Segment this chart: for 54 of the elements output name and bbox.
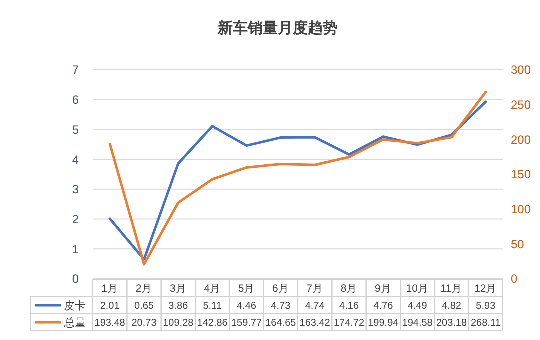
x-tick-label: 4月 — [204, 283, 222, 296]
data-label: 20.73 — [132, 318, 158, 329]
data-label: 164.65 — [266, 318, 297, 329]
data-label: 4.16 — [340, 301, 360, 312]
y2-tick-label: 250 — [511, 98, 532, 112]
data-label: 4.76 — [374, 301, 394, 312]
data-label: 193.48 — [94, 318, 126, 329]
y-tick-label: 2 — [72, 212, 80, 226]
y2-tick-label: 50 — [511, 237, 525, 252]
chart-title: 新车销量月度趋势 — [217, 19, 338, 37]
x-tick-label: 6月 — [272, 283, 290, 296]
data-label: 4.49 — [408, 301, 428, 312]
data-label: 2.01 — [100, 301, 120, 312]
x-tick-label: 10月 — [406, 283, 429, 296]
legend-label: 总量 — [63, 316, 86, 330]
data-label: 203.18 — [436, 318, 468, 329]
data-label: 268.11 — [470, 318, 502, 329]
data-label: 4.73 — [271, 301, 292, 312]
x-tick-label: 1月 — [102, 283, 119, 296]
data-label: 163.42 — [300, 318, 331, 329]
x-tick-label: 7月 — [306, 283, 324, 296]
y2-tick-label: 0 — [511, 272, 518, 286]
y-tick-label: 1 — [72, 242, 80, 256]
data-label: 159.77 — [231, 318, 262, 329]
y-tick-label: 7 — [72, 63, 80, 78]
x-tick-label: 2月 — [136, 283, 153, 296]
y2-tick-label: 200 — [511, 132, 532, 147]
y2-tick-label: 150 — [511, 168, 532, 182]
x-tick-label: 9月 — [374, 283, 392, 296]
y2-tick-label: 100 — [511, 202, 532, 217]
x-tick-label: 8月 — [340, 283, 358, 296]
x-tick-label: 3月 — [170, 283, 187, 296]
data-label: 194.58 — [402, 318, 434, 329]
data-label: 3.86 — [168, 301, 189, 312]
x-tick-label: 5月 — [238, 283, 256, 296]
x-tick-label: 12月 — [474, 283, 498, 296]
data-label: 4.46 — [237, 301, 257, 312]
y-tick-label: 0 — [72, 272, 80, 286]
data-label: 5.11 — [203, 301, 222, 312]
data-label: 4.74 — [305, 301, 326, 312]
data-label: 142.86 — [197, 318, 228, 329]
data-label: 4.82 — [442, 301, 462, 312]
data-label: 0.65 — [134, 301, 154, 312]
y-tick-label: 3 — [72, 182, 80, 197]
x-tick-label: 11月 — [440, 283, 463, 296]
legend-label: 皮卡 — [64, 299, 86, 312]
data-label: 199.94 — [368, 318, 400, 329]
data-label: 174.72 — [334, 318, 365, 329]
y-tick-label: 4 — [72, 152, 80, 167]
y-tick-label: 5 — [72, 122, 80, 137]
data-label: 5.93 — [476, 301, 496, 312]
y2-tick-label: 300 — [511, 63, 532, 78]
data-label: 109.28 — [163, 318, 194, 329]
y-tick-label: 6 — [72, 93, 80, 108]
